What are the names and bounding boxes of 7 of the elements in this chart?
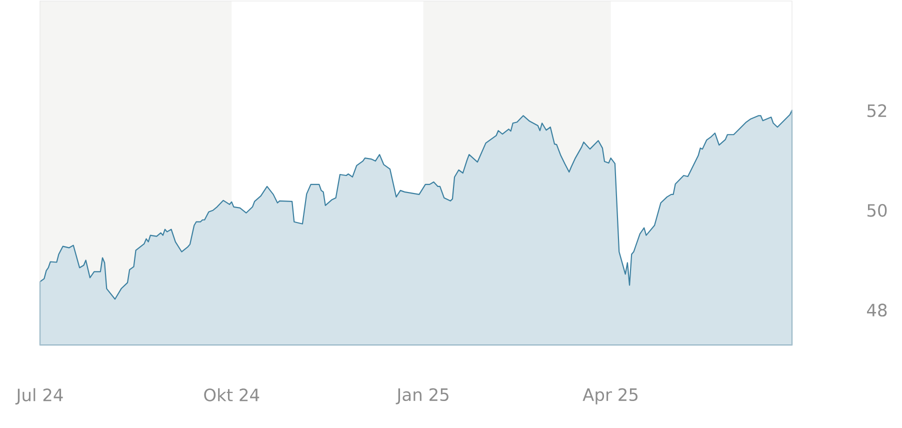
x-tick-label: Jul 24 (15, 388, 63, 405)
y-tick-label: 50 (867, 204, 887, 217)
y-tick-label: 52 (867, 104, 886, 118)
x-tick-label: Apr 25 (582, 388, 638, 404)
y-tick-label: 48 (867, 304, 887, 317)
x-tick-label: Jan 25 (396, 388, 448, 404)
x-tick-label: Okt 24 (204, 388, 260, 402)
